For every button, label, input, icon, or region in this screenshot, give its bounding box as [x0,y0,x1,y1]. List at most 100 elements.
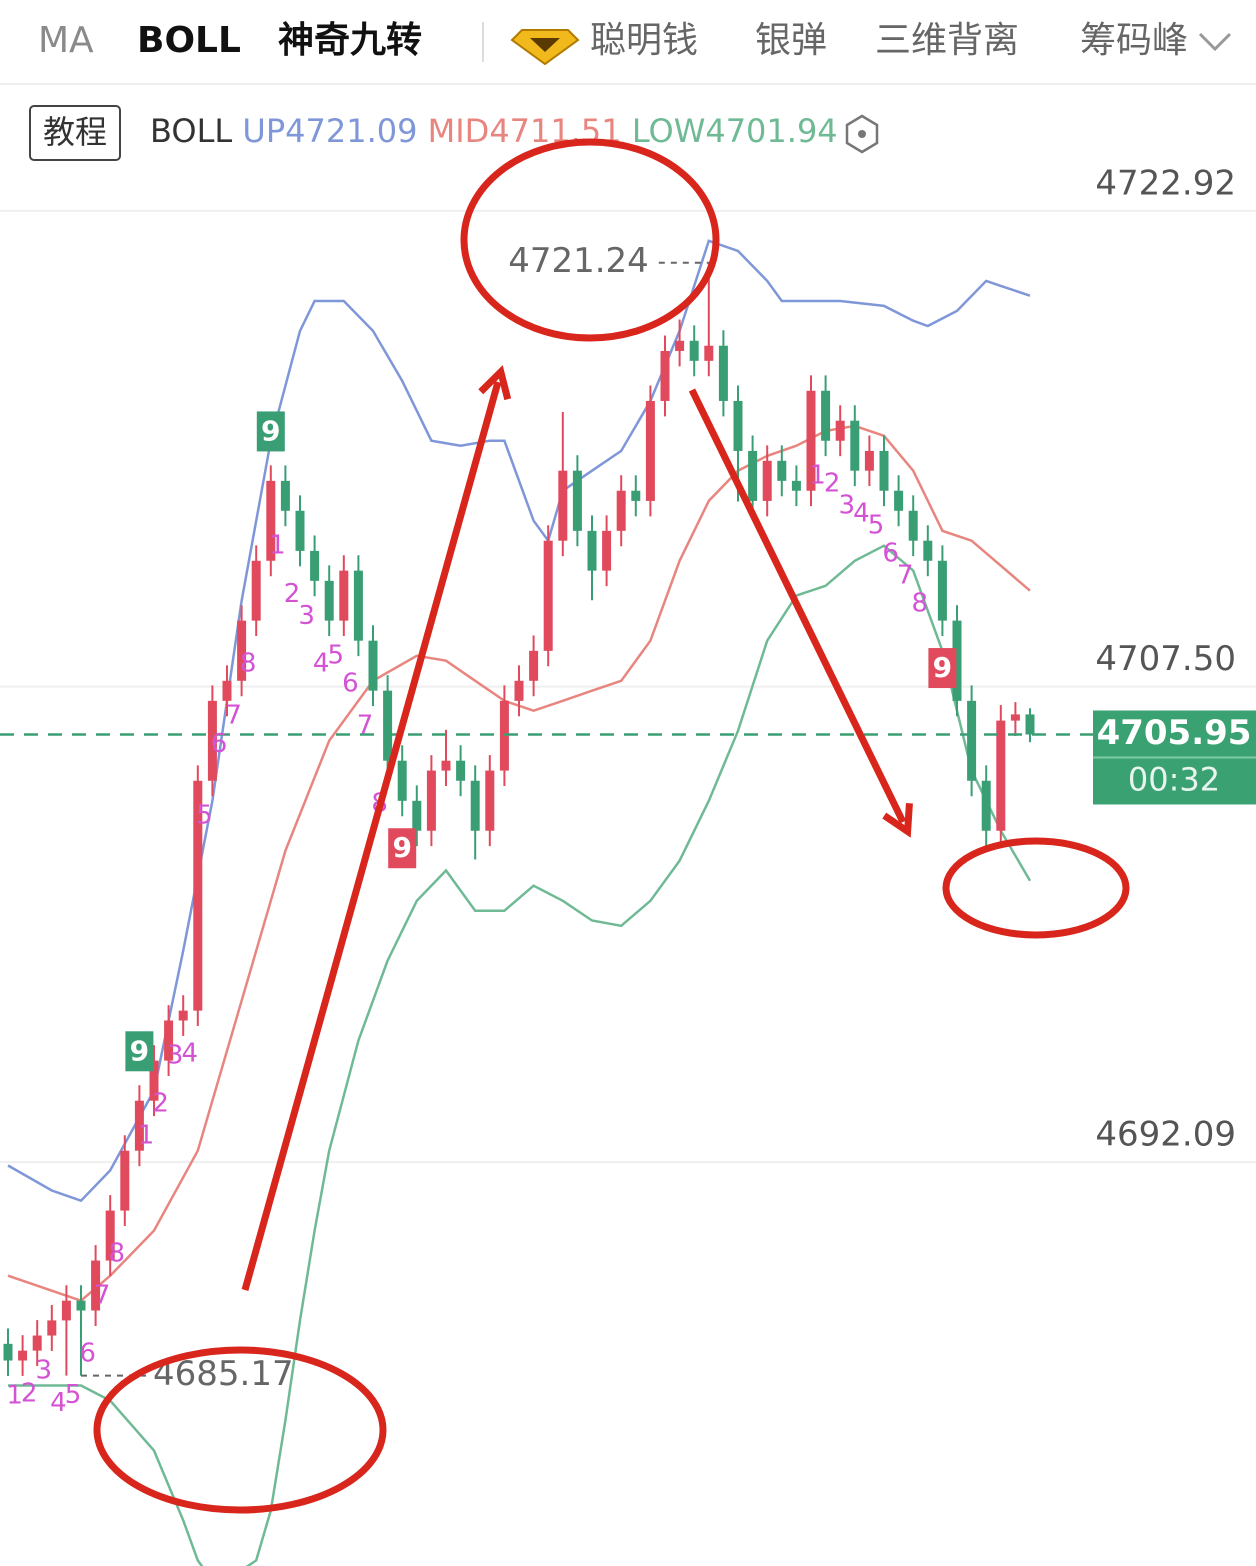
y-tick-label: 4722.92 [1095,163,1236,203]
nine-turn-count: 3 [167,1040,184,1070]
tab[interactable]: MA [38,20,94,61]
nine-turn-count: 1 [6,1380,23,1410]
nine-turn-count: 5 [328,641,345,671]
nine-turn-count: 2 [284,579,301,609]
candle-body [32,1335,42,1351]
candle-body [1010,714,1020,721]
candle-body [149,1060,159,1101]
indicator-tabs: MA BOLL 神奇九转 聪明钱 银弹 三维背离 筹码峰 [0,20,1256,85]
candle-body [456,760,466,781]
nine-turn-label: 9 [261,414,280,447]
candle-body [470,780,480,831]
candle-body [61,1300,71,1321]
candle-body [894,490,904,511]
candle-body [718,345,728,401]
candle-body [91,1260,101,1311]
annotation-circle [93,1346,387,1514]
nine-turn-count: 8 [912,589,929,619]
candle-body [164,1020,174,1061]
candle-body [923,540,933,561]
candle-body [368,640,378,691]
nine-turn-count: 3 [36,1355,53,1385]
candle-body [353,570,363,641]
nine-turn-count: 4 [313,649,330,679]
candle-body [835,420,845,441]
tab[interactable]: 神奇九转 [278,20,422,61]
candle-body [967,700,977,781]
candle-body [587,530,597,571]
countdown-label: 00:32 [1128,760,1220,798]
candle-body [324,580,334,621]
nine-turn-count: 3 [298,601,315,631]
candle-body [864,450,874,471]
nine-turn-box [388,828,417,869]
labels: 4692.09 4707.50 4722.92 4705.95 00:32 4721.24… [0,163,1256,1418]
annotation-arrow [241,365,512,1291]
candle-body [879,450,889,491]
tab[interactable]: 银弹 [755,20,827,61]
nine-turn-count: 8 [240,649,257,679]
more-chevron[interactable] [1198,32,1232,52]
legend-name: BOLL [150,112,232,150]
candle-body [412,800,422,831]
tab[interactable]: BOLL [137,20,241,61]
nine-turn-count: 2 [824,469,841,499]
candle-body [514,680,524,701]
tab[interactable]: 聪明钱 [590,20,698,61]
nine-turn-count: 7 [897,561,914,591]
nine-turn-count: 7 [94,1280,111,1310]
candle-body [850,420,860,471]
nine-turn-count: 2 [152,1089,169,1119]
candle-body [981,780,991,831]
annotation-circle [460,138,720,342]
nine-turn-count: 4 [853,499,870,529]
candle-body [952,620,962,701]
annotation-arrow [688,388,913,838]
candle-body [383,690,393,761]
tutorial-label[interactable]: 教程 [43,113,107,151]
nine-turn-count: 7 [225,701,242,731]
legend-up-value: 4721.09 [285,112,417,150]
nine-turn-count: 8 [109,1238,126,1268]
candle-body [996,720,1006,831]
nine-turn-count: 4 [182,1039,199,1069]
candle-body [1025,714,1035,735]
candle-body [237,620,247,681]
premium-icon-inner [530,38,560,52]
candle-body [485,770,495,831]
candle-body [120,1150,130,1211]
band-line [8,544,1032,1566]
settings-icon-dot [858,130,866,138]
candle-body [908,510,918,541]
candle-body [47,1320,57,1336]
candle-body [689,340,699,361]
candle-body [426,770,436,831]
nine-turn-box [928,648,957,689]
candle-body [777,460,787,481]
candle-body [295,510,305,551]
tab[interactable]: 三维背离 [875,20,1019,61]
candle-body [339,570,349,621]
candle-body [602,530,612,571]
candle-body [178,1010,188,1021]
band-line [7,239,1031,1203]
candle-body [748,450,758,501]
tutorial-button[interactable] [29,105,121,161]
nine-turn-count: 1 [138,1121,155,1151]
nine-turn-count: 6 [882,539,899,569]
candle-body [733,400,743,451]
tab[interactable]: 筹码峰 [1080,20,1188,61]
grid [0,209,1256,1164]
candle-body [134,1100,144,1151]
nine-turn-count: 4 [50,1388,67,1418]
candle-body [251,560,261,621]
nine-turn-count: 6 [211,729,228,759]
nine-turn-count: 5 [196,801,213,831]
candles [3,262,1035,1376]
candle-body [821,390,831,441]
settings-icon[interactable] [845,114,879,154]
legend: 教程 BOLL UP4721.09 MID4711.51 LOW4701.94 [29,105,879,161]
candle-body [937,560,947,621]
candle-body [441,760,451,771]
